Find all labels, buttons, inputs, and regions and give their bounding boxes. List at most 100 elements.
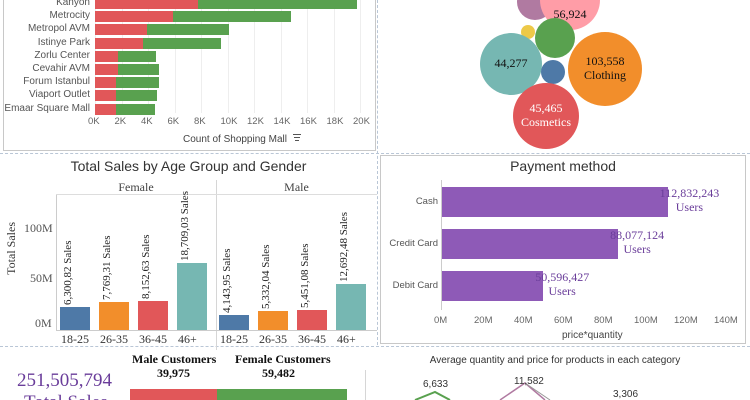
male-customers-value: 39,975 — [157, 366, 190, 380]
total-sales-value: 251,505,794 — [17, 370, 112, 391]
age-category-label: 26-35 — [259, 332, 287, 346]
mall-xtick: 12K — [247, 116, 264, 127]
mall-gridline — [254, 0, 255, 113]
mall-gridline — [201, 0, 202, 113]
category-point-label-1: 6,633 — [423, 379, 449, 390]
age-ylabel-text: Total Sales — [4, 222, 18, 275]
age-category-label: 26-35 — [100, 332, 128, 346]
divider-bottom — [0, 346, 750, 347]
mall-xtick: 10K — [220, 116, 238, 127]
category-chart-title: Average quantity and price for products … — [429, 355, 681, 366]
payment-value-label: 112,832,243 Users — [660, 186, 720, 215]
age-bar-label: 8,152,63 Sales — [140, 234, 152, 299]
age-bar-label: 6,300,82 Sales — [62, 240, 74, 306]
payment-value-unit: Users — [548, 284, 576, 299]
age-bar-label: 5,451,08 Sales — [299, 243, 311, 309]
age-bar — [297, 310, 327, 330]
female-customers-value: 59,482 — [262, 366, 295, 380]
mall-bar-segment — [146, 24, 229, 36]
divider-vertical — [377, 0, 378, 345]
mall-bar-segment — [173, 11, 292, 23]
mall-bar-segment — [95, 77, 117, 89]
mall-xtick: 18K — [326, 116, 344, 127]
mall-bar-segment — [95, 50, 118, 62]
age-bar — [336, 284, 366, 330]
payment-value-number: 112,832,243 — [659, 186, 720, 200]
mall-gridline — [174, 0, 176, 113]
age-bar — [99, 302, 129, 330]
mall-bar-segment — [95, 24, 147, 36]
age-category-label: 46+ — [337, 332, 356, 346]
mall-label: Metrocity — [49, 10, 90, 22]
age-category-label: 36-45 — [139, 332, 167, 346]
mall-xtick: 8K — [194, 116, 206, 127]
mall-xtick: 14K — [273, 116, 291, 127]
age-bar — [258, 310, 288, 330]
bubble-green[interactable] — [535, 18, 575, 58]
payment-xtick: 60M — [554, 315, 573, 326]
mall-xtick: 20K — [353, 116, 370, 127]
age-bar-label: 4,143,95 Sales — [221, 248, 233, 314]
mall-label: Kanyon — [56, 0, 90, 8]
mall-bar-segment — [95, 64, 118, 75]
mall-xlabel: Count of Shopping Mall — [183, 134, 301, 145]
mall-xtick: 16K — [300, 116, 317, 127]
category-axis-line — [365, 370, 366, 400]
payment-value-label: 50,596,427 Users — [535, 270, 589, 299]
payment-value-label: 88,077,124 Users — [610, 228, 664, 257]
payment-xtick: 20M — [474, 315, 493, 326]
category-line-gray — [524, 382, 551, 400]
payment-bar — [442, 187, 668, 217]
age-bar-label: 12,692,48 Sales — [338, 212, 350, 283]
mall-label: Zorlu Center — [34, 49, 90, 61]
payment-category-label: Credit Card — [389, 238, 438, 249]
age-category-label: 18-25 — [220, 332, 248, 346]
age-ytick-0m: 0M — [35, 316, 52, 330]
mall-bar-segment — [116, 90, 158, 102]
male-header: Male — [284, 180, 309, 194]
payment-category-label: Debit Card — [392, 280, 438, 291]
payment-value-number: 50,596,427 — [535, 270, 590, 284]
mall-gridline — [280, 0, 282, 113]
filter-icon[interactable] — [292, 134, 301, 142]
mall-label: Forum Istanbul — [23, 76, 90, 88]
mall-xtick: 2K — [114, 116, 127, 127]
payment-value-unit: Users — [675, 200, 704, 215]
bubble-red[interactable]: 45,465 Cosmetics — [513, 83, 579, 149]
mall-gridline — [360, 0, 361, 113]
mall-bar-segment — [117, 64, 159, 75]
mall-label: Cevahir AVM — [32, 63, 90, 74]
mall-xtick: 4K — [141, 116, 153, 127]
total-sales-label: Total Sales — [24, 392, 108, 400]
payment-yaxis-line — [441, 180, 442, 310]
bubble-blue[interactable] — [541, 60, 565, 84]
mall-bar-segment — [116, 77, 159, 89]
female-share-bar[interactable] — [217, 389, 347, 400]
mall-label: Metropol AVM — [27, 23, 90, 35]
mall-label: Istinye Park — [37, 36, 90, 48]
age-chart-title: Total Sales by Age Group and Gender — [70, 158, 307, 174]
payment-xtick: 100M — [634, 315, 658, 326]
male-share-bar[interactable] — [130, 389, 217, 400]
bubble-red-label: Cosmetics — [521, 115, 571, 129]
bubble-red-value: 45,465 — [529, 101, 563, 116]
age-ytick-50m: 50M — [30, 271, 53, 285]
mall-panel-border — [3, 0, 376, 151]
bubble-orange-value: 103,558 — [585, 54, 625, 69]
bubble-teal[interactable]: 44,277 — [480, 33, 542, 95]
mall-bar-segment — [95, 90, 117, 102]
female-customers-label: Female Customers — [235, 352, 331, 366]
age-yaxis-line — [56, 195, 57, 330]
payment-category-label: Cash — [415, 196, 438, 207]
age-bar-label: 5,332,04 Sales — [260, 244, 272, 309]
category-line-green — [414, 390, 451, 400]
age-bar — [138, 300, 168, 330]
mall-label: Viaport Outlet — [29, 89, 90, 101]
female-header: Female — [118, 180, 154, 194]
bubble-orange[interactable]: 103,558 Clothing — [568, 32, 642, 106]
payment-xtick: 140M — [714, 315, 738, 326]
category-point-label-2: 11,582 — [514, 376, 544, 387]
payment-title: Payment method — [510, 158, 616, 174]
age-ytick-100m: 100M — [24, 221, 53, 235]
payment-value-unit: Users — [623, 242, 651, 257]
